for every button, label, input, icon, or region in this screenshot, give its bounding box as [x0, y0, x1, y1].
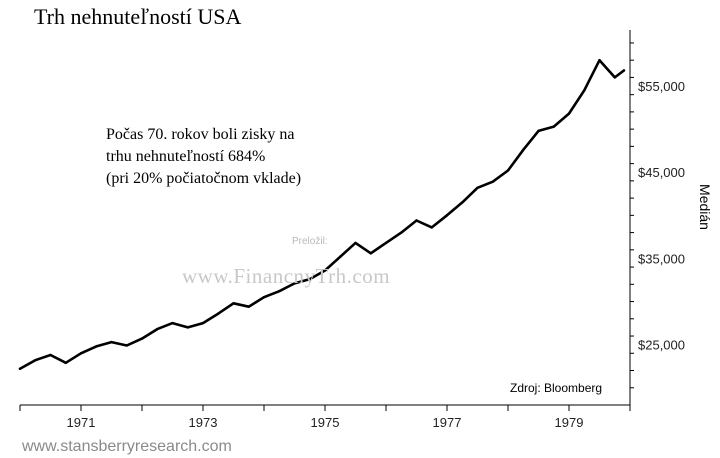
- data-point: [79, 352, 83, 355]
- translator-label: Preložil:: [292, 236, 328, 247]
- data-point: [522, 148, 525, 151]
- data-point: [622, 69, 626, 72]
- data-point: [217, 312, 220, 315]
- annotation: Počas 70. rokov boli zisky na trhu nehnu…: [106, 124, 301, 190]
- annotation-line: Počas 70. rokov boli zisky na: [106, 126, 295, 143]
- data-point: [445, 214, 449, 217]
- data-point: [125, 344, 128, 347]
- data-point: [201, 321, 205, 325]
- x-tick-label: 1979: [555, 415, 584, 430]
- data-point: [354, 241, 357, 245]
- data-point: [95, 345, 98, 348]
- data-point: [583, 89, 586, 92]
- y-tick-label: $55,000: [638, 79, 685, 94]
- data-point: [18, 367, 22, 370]
- data-point: [400, 231, 403, 234]
- data-point: [171, 321, 174, 325]
- data-point: [613, 76, 616, 79]
- chart-title: Trh nehnuteľností USA: [34, 4, 242, 29]
- y-axis-label: Medián: [686, 180, 720, 234]
- series-line: [18, 58, 626, 371]
- data-point: [110, 340, 113, 344]
- series-layer: [18, 58, 626, 371]
- source-label: Zdroj: Bloomberg: [510, 381, 603, 395]
- y-axis-label-text: Medián: [697, 184, 713, 230]
- x-tick-label: 1973: [189, 415, 218, 430]
- x-tick-label: 1977: [433, 415, 462, 430]
- data-point: [567, 112, 571, 115]
- y-tick-label: $45,000: [638, 165, 685, 180]
- data-point: [49, 353, 52, 357]
- data-point: [476, 186, 479, 189]
- data-point: [293, 282, 296, 285]
- data-point: [491, 180, 494, 183]
- data-point: [415, 219, 418, 222]
- data-point: [598, 59, 601, 62]
- footer-url: www.stansberryresearch.com: [22, 438, 232, 455]
- watermark: www.FinancnyTrh.com: [182, 264, 391, 288]
- data-point: [369, 252, 372, 255]
- data-point: [308, 277, 311, 281]
- data-point: [186, 326, 189, 329]
- data-point: [339, 255, 342, 258]
- data-point: [247, 305, 250, 308]
- annotation-line: trhu nehnuteľností 684%: [106, 148, 266, 165]
- data-point: [156, 327, 159, 331]
- x-tick-label: 1975: [311, 415, 340, 430]
- y-tick-label: $25,000: [638, 338, 685, 353]
- data-point: [262, 296, 266, 299]
- axes: 1971 1973 1975 1977 1979 $25,000 $35,000 $45,00…: [19, 30, 685, 430]
- data-point: [461, 201, 464, 204]
- data-point: [506, 169, 510, 172]
- data-point: [537, 129, 540, 133]
- data-point: [552, 125, 555, 128]
- data-point: [323, 269, 327, 272]
- data-point: [232, 302, 235, 305]
- annotation-line: (pri 20% počiatočnom vklade): [106, 170, 302, 187]
- data-point: [384, 241, 388, 245]
- data-point: [34, 359, 37, 362]
- data-point: [64, 361, 68, 364]
- y-tick-label: $35,000: [638, 251, 685, 266]
- x-tick-label: 1971: [67, 415, 96, 430]
- data-point: [278, 290, 281, 293]
- data-point: [430, 226, 433, 229]
- data-point: [140, 337, 144, 340]
